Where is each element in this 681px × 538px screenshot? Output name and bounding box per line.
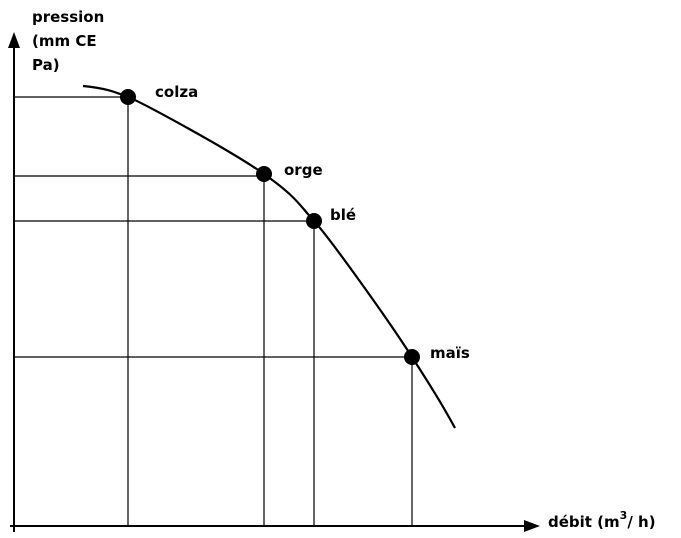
x-axis-arrow — [524, 520, 540, 532]
point-label: colza — [155, 83, 198, 101]
x-axis-label-sup: 3 — [620, 509, 628, 522]
y-axis-arrow — [8, 32, 20, 48]
point-label: maïs — [430, 344, 470, 362]
point — [306, 213, 322, 229]
point-label: orge — [284, 161, 323, 179]
point — [120, 89, 136, 105]
y-axis-label: Pa) — [32, 56, 60, 74]
fan-curve — [82, 84, 456, 429]
guide-orge — [14, 175, 265, 526]
x-axis-label-end: / h) — [627, 513, 655, 531]
y-axis-label: (mm CE — [32, 32, 97, 50]
guide-colza — [14, 96, 129, 526]
point-label: blé — [330, 206, 356, 224]
x-axis-label: débit (m3/ h) — [548, 509, 656, 531]
x-axis-label-text: débit (m — [548, 513, 620, 531]
point — [256, 166, 272, 182]
y-axis-label: pression — [32, 8, 104, 26]
guide-mais — [14, 356, 413, 526]
guide-ble — [14, 220, 315, 526]
point — [404, 349, 420, 365]
